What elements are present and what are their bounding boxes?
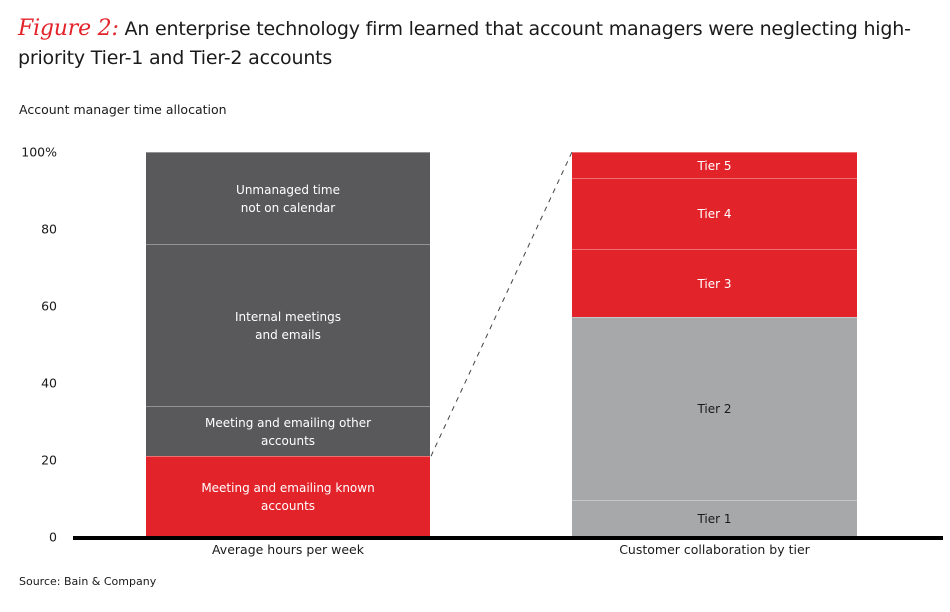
bar-segment: Meeting and emailing other accounts bbox=[146, 406, 430, 456]
y-tick-label: 80 bbox=[41, 222, 57, 237]
y-axis-title: Account manager time allocation bbox=[19, 102, 227, 117]
bar-segment: Tier 3 bbox=[572, 249, 857, 317]
bar-segment: Tier 1 bbox=[572, 500, 857, 537]
bar-customer-collaboration: Tier 1Tier 2Tier 3Tier 4Tier 5 bbox=[572, 152, 857, 537]
bar-average-hours: Meeting and emailing known accountsMeeti… bbox=[146, 152, 430, 537]
y-tick-label: 60 bbox=[41, 299, 57, 314]
bar-segment: Internal meetings and emails bbox=[146, 244, 430, 406]
y-tick-label: 100% bbox=[21, 145, 57, 160]
x-axis-line bbox=[73, 536, 943, 540]
bar-segment: Tier 2 bbox=[572, 317, 857, 500]
source-note: Source: Bain & Company bbox=[19, 575, 156, 588]
y-tick-label: 0 bbox=[49, 530, 57, 545]
bar-segment: Meeting and emailing known accounts bbox=[146, 456, 430, 537]
bar-segment: Unmanaged time not on calendar bbox=[146, 152, 430, 244]
chart-title: Figure 2: An enterprise technology firm … bbox=[18, 14, 943, 73]
title-text: An enterprise technology firm learned th… bbox=[18, 18, 911, 69]
bar-segment: Tier 5 bbox=[572, 152, 857, 178]
y-tick-label: 40 bbox=[41, 376, 57, 391]
x-label-customer-collaboration: Customer collaboration by tier bbox=[572, 542, 857, 557]
x-label-average-hours: Average hours per week bbox=[146, 542, 430, 557]
bar-segment: Tier 4 bbox=[572, 178, 857, 249]
figure-label: Figure 2: bbox=[18, 16, 119, 41]
y-tick-label: 20 bbox=[41, 453, 57, 468]
